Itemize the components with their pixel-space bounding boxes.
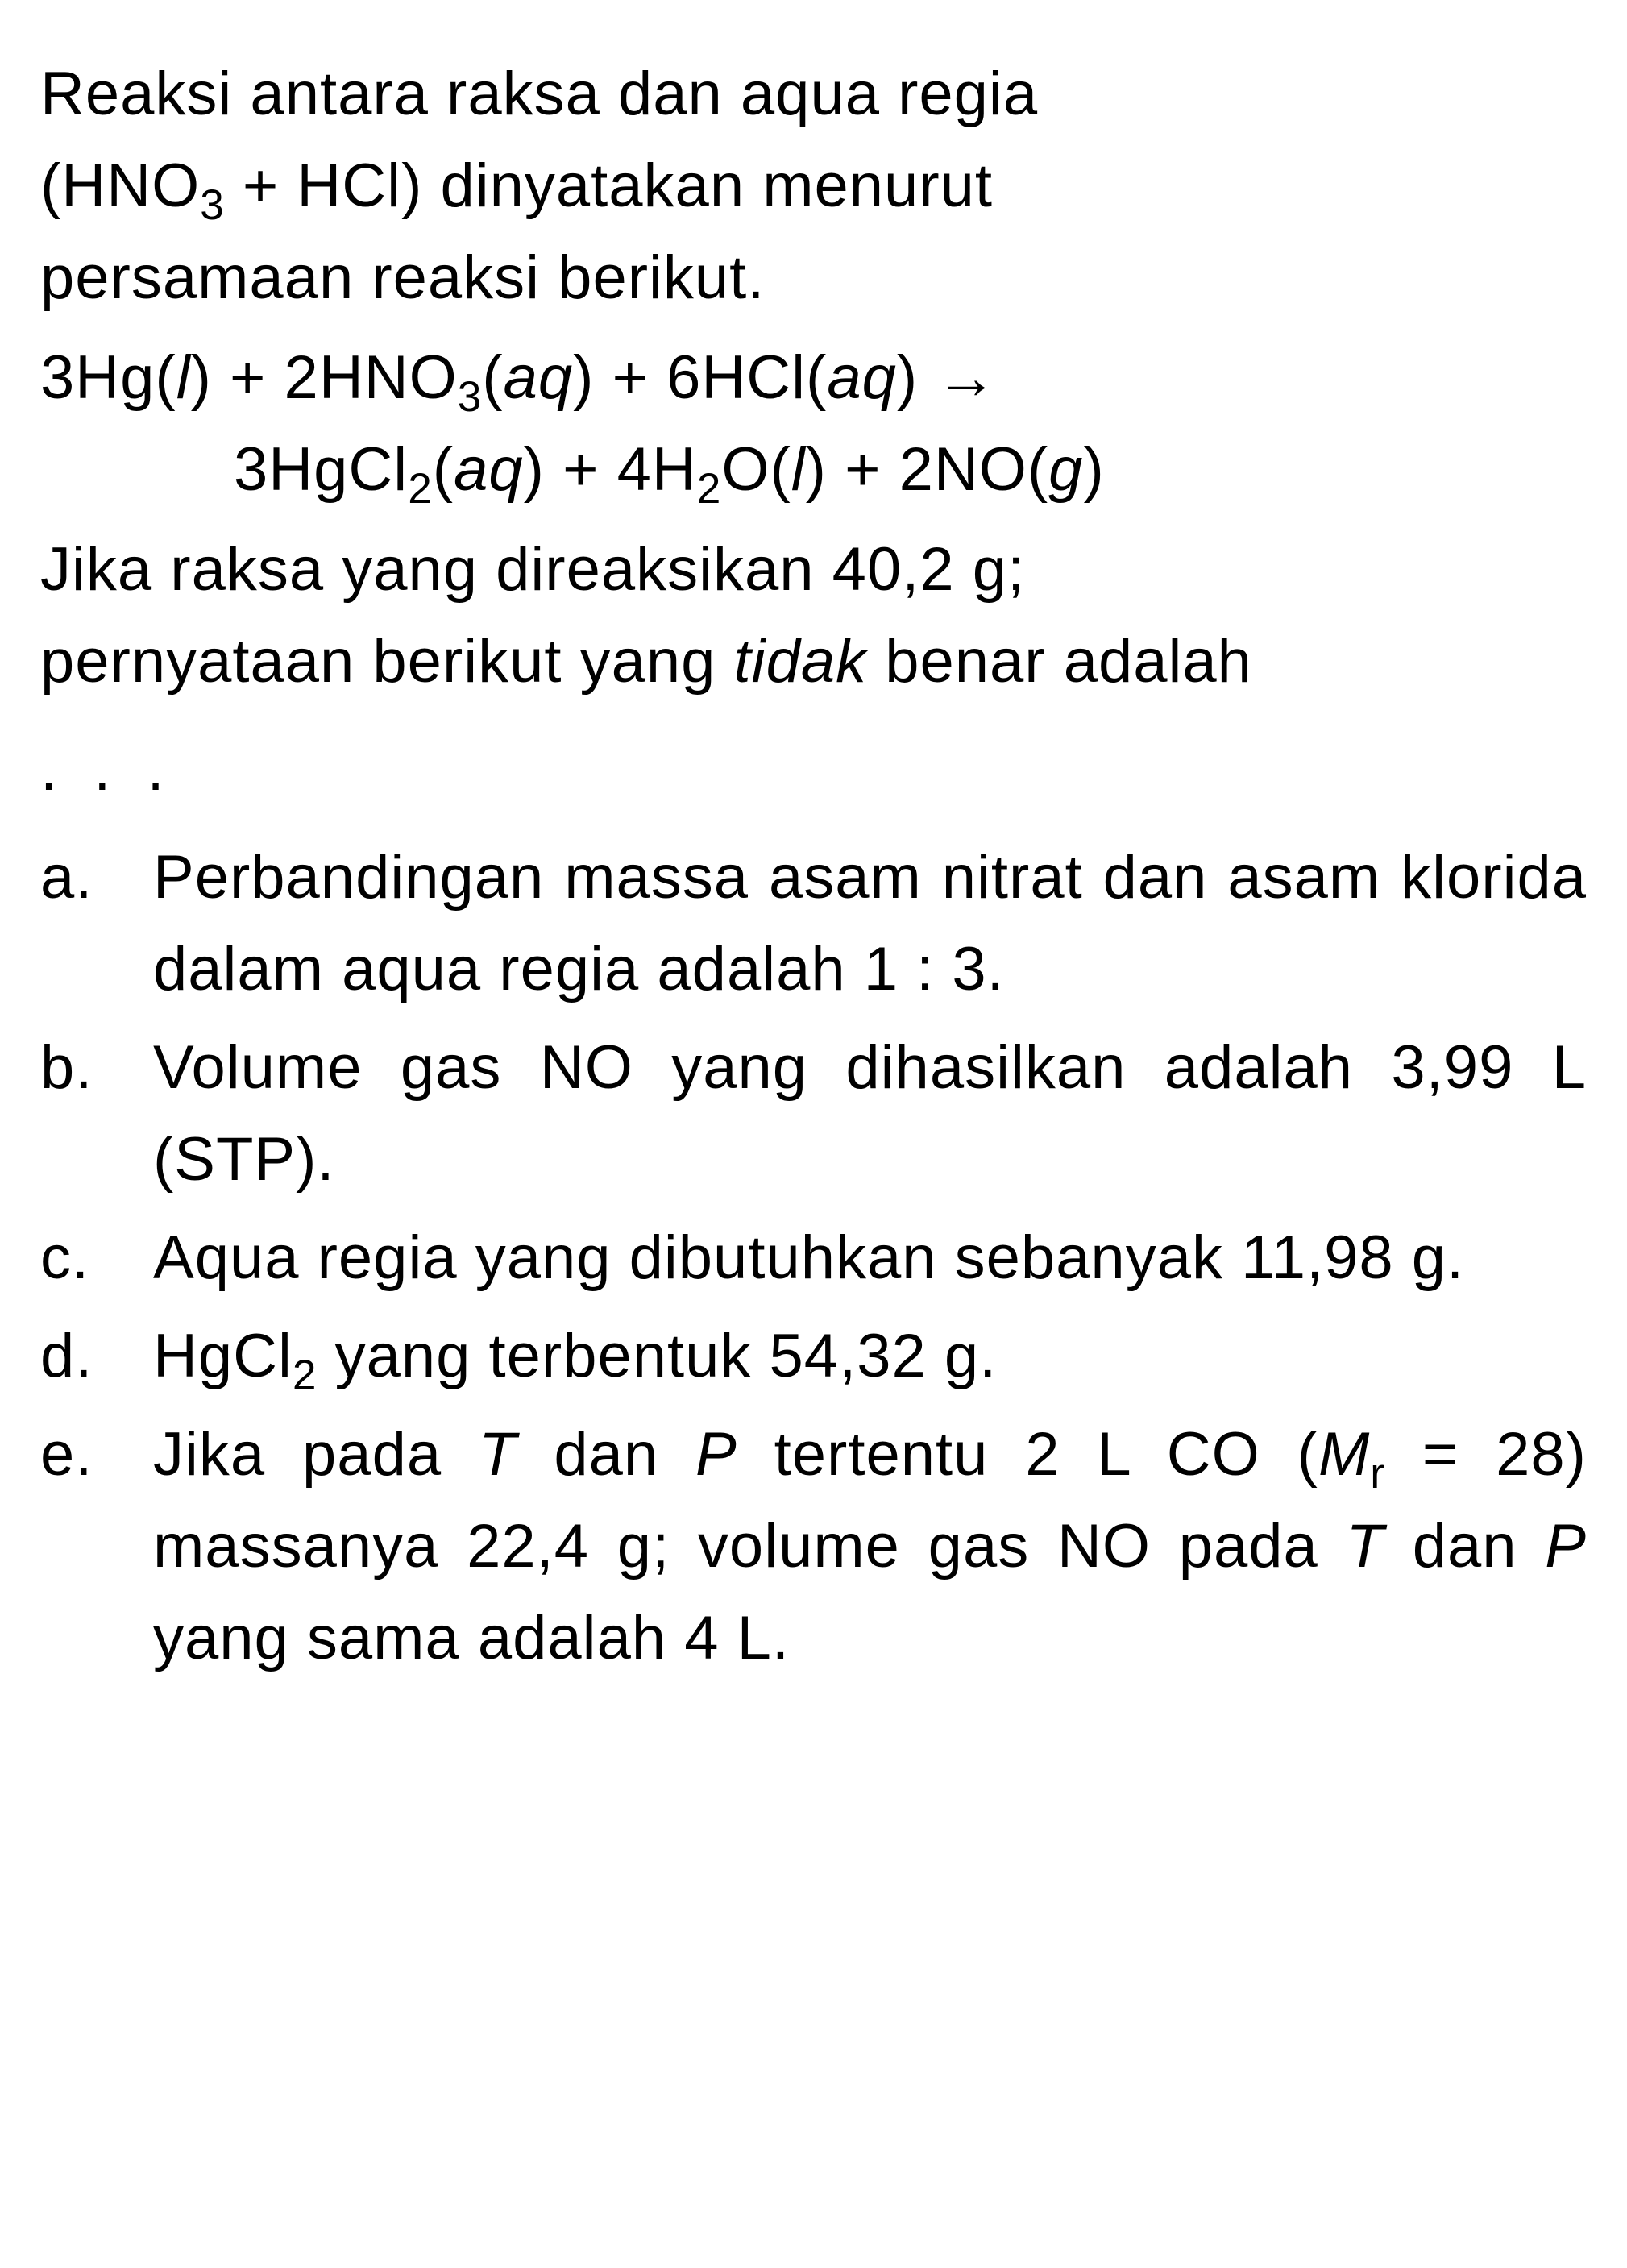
option-a: a. Perbandingan massa asam nitrat dan as… bbox=[40, 832, 1587, 1016]
eq-l1-p5: ) → bbox=[897, 343, 998, 412]
eq-l1-p1: 3Hg( bbox=[40, 343, 176, 412]
option-e-text: Jika pada T dan P tertentu 2 L CO (Mr = … bbox=[153, 1409, 1587, 1684]
document-content: Reaksi antara raksa dan aqua regia (HNO3… bbox=[40, 48, 1587, 1684]
intro-line2-sub: 3 bbox=[200, 181, 225, 229]
opt-e-i1: T bbox=[479, 1420, 517, 1489]
options-list: a. Perbandingan massa asam nitrat dan as… bbox=[40, 832, 1587, 1684]
intro-line1: Reaksi antara raksa dan aqua regia bbox=[40, 48, 1587, 140]
ellipsis-dots: . . . bbox=[40, 724, 1587, 816]
eq-l2-s2: 2 bbox=[697, 465, 722, 513]
eq-l2-i2: l bbox=[791, 435, 806, 504]
opt-e-p5: dan bbox=[1384, 1512, 1545, 1581]
eq-l2-p6: ) bbox=[1083, 435, 1104, 504]
question-line2: pernyataan berikut yang tidak benar adal… bbox=[40, 616, 1587, 708]
option-c-letter: c. bbox=[40, 1212, 153, 1304]
opt-e-p2: dan bbox=[517, 1420, 695, 1489]
q-l2-p2: benar adalah bbox=[867, 627, 1252, 696]
eq-l2-p2: ( bbox=[433, 435, 454, 504]
option-d: d. HgCl2 yang terbentuk 54,32 g. bbox=[40, 1311, 1587, 1402]
opt-d-p2: yang terbentuk 54,32 g. bbox=[318, 1322, 998, 1390]
intro-text: Reaksi antara raksa dan aqua regia (HNO3… bbox=[40, 48, 1587, 324]
option-b-letter: b. bbox=[40, 1022, 153, 1206]
opt-e-i4: T bbox=[1347, 1512, 1384, 1581]
option-d-text: HgCl2 yang terbentuk 54,32 g. bbox=[153, 1311, 1587, 1402]
opt-e-i5: P bbox=[1545, 1512, 1587, 1581]
opt-d-sub: 2 bbox=[293, 1352, 318, 1399]
option-b: b. Volume gas NO yang dihasilkan adalah … bbox=[40, 1022, 1587, 1206]
eq-l1-s1: 3 bbox=[458, 373, 483, 421]
option-c-text: Aqua regia yang dibutuhkan sebanyak 11,9… bbox=[153, 1212, 1587, 1304]
option-a-text: Perbandingan massa asam nitrat dan asam … bbox=[153, 832, 1587, 1016]
option-e-letter: e. bbox=[40, 1409, 153, 1684]
option-d-letter: d. bbox=[40, 1311, 153, 1402]
eq-l2-p4: O( bbox=[721, 435, 791, 504]
opt-e-p6: yang sama adalah 4 L. bbox=[153, 1604, 790, 1672]
eq-l1-i3: aq bbox=[827, 343, 897, 412]
eq-l2-p1: 3HgCl bbox=[234, 435, 408, 504]
option-b-text: Volume gas NO yang dihasilkan adalah 3,9… bbox=[153, 1022, 1587, 1206]
eq-l2-s1: 2 bbox=[408, 465, 433, 513]
opt-e-i3: M bbox=[1318, 1420, 1370, 1489]
opt-e-p1: Jika pada bbox=[153, 1420, 479, 1489]
opt-e-i2: P bbox=[695, 1420, 737, 1489]
eq-l2-p5: ) + 2NO( bbox=[806, 435, 1049, 504]
eq-l2-i1: aq bbox=[454, 435, 524, 504]
eq-l1-p2: ) + 2HNO bbox=[191, 343, 458, 412]
eq-l2-i3: g bbox=[1048, 435, 1083, 504]
equation-line1: 3Hg(l) + 2HNO3(aq) + 6HCl(aq) → bbox=[40, 332, 1587, 424]
eq-l1-i2: aq bbox=[504, 343, 574, 412]
option-c: c. Aqua regia yang dibutuhkan sebanyak 1… bbox=[40, 1212, 1587, 1304]
eq-l2-p3: ) + 4H bbox=[524, 435, 697, 504]
equation-line2: 3HgCl2(aq) + 4H2O(l) + 2NO(g) bbox=[40, 424, 1587, 516]
option-a-letter: a. bbox=[40, 832, 153, 1016]
opt-d-p1: HgCl bbox=[153, 1322, 293, 1390]
eq-l1-p4: ) + 6HCl( bbox=[573, 343, 827, 412]
question-line1: Jika raksa yang direaksikan 40,2 g; bbox=[40, 524, 1587, 616]
intro-line2: (HNO3 + HCl) dinyatakan menurut bbox=[40, 140, 1587, 232]
q-l2-p1: pernyataan berikut yang bbox=[40, 627, 734, 696]
intro-line2-p2: + HCl) dinyatakan menurut bbox=[225, 152, 993, 220]
opt-e-sub1: r bbox=[1370, 1450, 1385, 1497]
eq-l1-p3: ( bbox=[482, 343, 503, 412]
q-l2-italic: tidak bbox=[734, 627, 868, 696]
intro-line2-p1: (HNO bbox=[40, 152, 200, 220]
intro-line3: persamaan reaksi berikut. bbox=[40, 232, 1587, 324]
question-text: Jika raksa yang direaksikan 40,2 g; pern… bbox=[40, 524, 1587, 708]
equation-block: 3Hg(l) + 2HNO3(aq) + 6HCl(aq) → 3HgCl2(a… bbox=[40, 332, 1587, 516]
option-e: e. Jika pada T dan P tertentu 2 L CO (Mr… bbox=[40, 1409, 1587, 1684]
eq-l1-i1: l bbox=[176, 343, 191, 412]
opt-e-p3: tertentu 2 L CO ( bbox=[737, 1420, 1318, 1489]
